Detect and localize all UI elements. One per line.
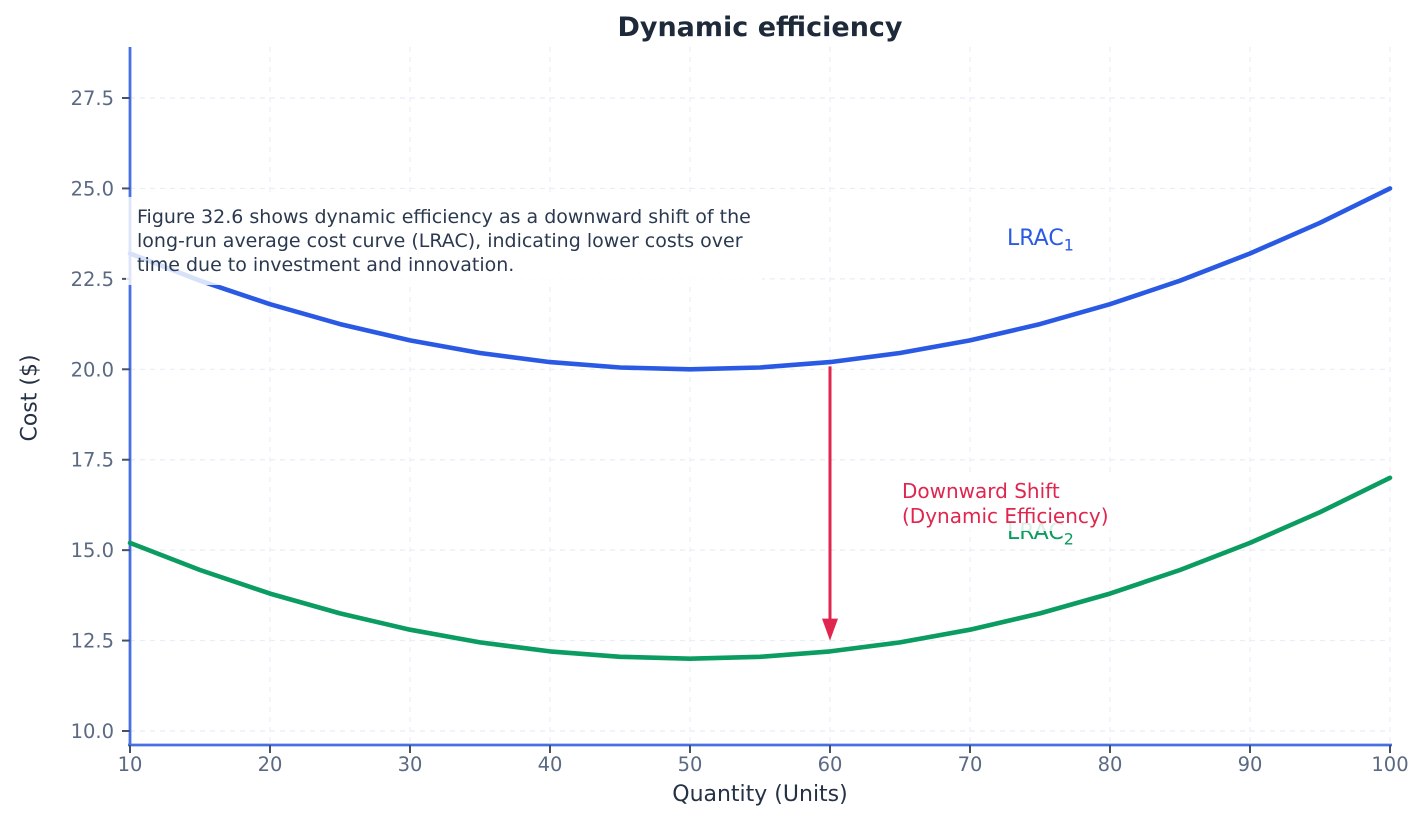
chart-title: Dynamic efficiency bbox=[617, 12, 903, 43]
lrac1-subscript: 1 bbox=[1063, 235, 1074, 255]
x-tick-label: 80 bbox=[1098, 753, 1123, 776]
x-tick-label: 30 bbox=[398, 753, 423, 776]
lrac1-curve bbox=[127, 186, 1393, 372]
figure-note: Figure 32.6 shows dynamic efficiency as … bbox=[126, 197, 762, 285]
y-tick-label: 25.0 bbox=[71, 177, 114, 200]
figure-note-line: Figure 32.6 shows dynamic efficiency as … bbox=[137, 206, 751, 228]
y-tick-label: 27.5 bbox=[71, 87, 114, 110]
y-tick-label: 17.5 bbox=[71, 449, 114, 472]
x-tick-label: 100 bbox=[1371, 753, 1408, 776]
x-tick-label: 90 bbox=[1238, 753, 1263, 776]
shift-arrow-head bbox=[822, 618, 838, 641]
downward-shift-line: (Dynamic Efficiency) bbox=[902, 504, 1109, 528]
y-axis-label: Cost ($) bbox=[17, 354, 43, 442]
x-axis-label: Quantity (Units) bbox=[672, 782, 848, 807]
downward-shift-line: Downward Shift bbox=[902, 479, 1060, 503]
x-tick-label: 20 bbox=[258, 753, 283, 776]
x-tick-label: 60 bbox=[818, 753, 843, 776]
downward-shift-label: Downward Shift (Dynamic Efficiency) bbox=[897, 477, 1114, 531]
figure-note-line: time due to investment and innovation. bbox=[137, 254, 515, 276]
figure-note-line: long-run average cost curve (LRAC), indi… bbox=[137, 230, 743, 252]
lrac1-text: LRAC bbox=[1007, 226, 1064, 251]
y-tick-label: 20.0 bbox=[71, 358, 114, 381]
y-tick-label: 10.0 bbox=[71, 720, 114, 743]
lrac2-curve bbox=[127, 475, 1393, 662]
lrac2-subscript: 2 bbox=[1063, 529, 1074, 549]
x-tick-label: 70 bbox=[958, 753, 983, 776]
x-tick-label: 40 bbox=[538, 753, 563, 776]
lrac1-curve-label: LRAC1 bbox=[1007, 226, 1074, 254]
x-tick-label: 10 bbox=[118, 753, 143, 776]
y-tick-label: 12.5 bbox=[71, 630, 114, 653]
y-tick-label: 15.0 bbox=[71, 539, 114, 562]
x-tick-label: 50 bbox=[678, 753, 703, 776]
y-tick-label: 22.5 bbox=[71, 268, 114, 291]
